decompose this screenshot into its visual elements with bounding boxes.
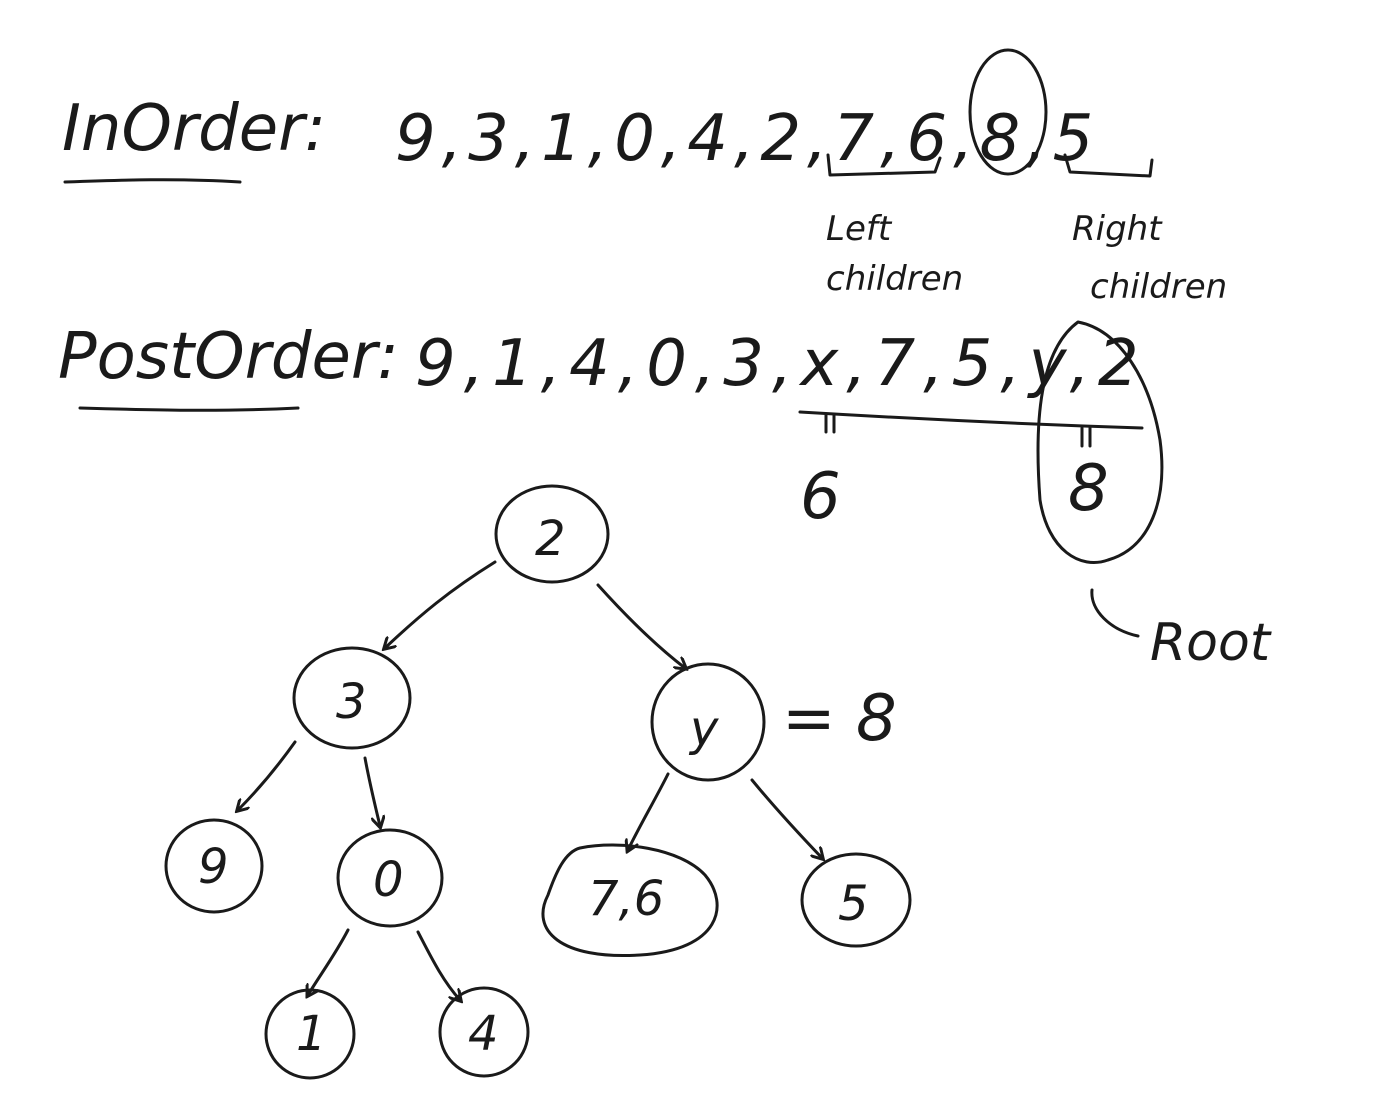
postorder-underline bbox=[78, 406, 300, 412]
node-0 bbox=[336, 828, 444, 928]
postorder-sequence: 9,1,4,0,3,x,7,5,y,2 bbox=[415, 327, 1147, 401]
node-right-label: y bbox=[688, 701, 719, 757]
inorder-label: InOrder: bbox=[62, 92, 326, 166]
node-root-label: 2 bbox=[535, 511, 566, 567]
x-value: 6 bbox=[800, 460, 841, 534]
node-1 bbox=[264, 988, 356, 1080]
edge-y-76 bbox=[628, 772, 670, 850]
x-equals-mark bbox=[824, 412, 836, 434]
y-equals-mark bbox=[1080, 426, 1092, 448]
node-9 bbox=[164, 818, 264, 914]
node-76-label: 7,6 bbox=[588, 871, 664, 927]
y-value: 8 bbox=[1068, 452, 1109, 526]
right-children-note-line1: Right bbox=[1072, 209, 1163, 249]
root-pointer-line bbox=[1090, 588, 1140, 638]
strike-line bbox=[798, 410, 1144, 430]
node-4 bbox=[438, 986, 530, 1078]
edge-0-1 bbox=[308, 928, 350, 995]
root-note: Root bbox=[1150, 613, 1272, 673]
node-5 bbox=[800, 852, 912, 948]
node-4-label: 4 bbox=[468, 1006, 499, 1062]
root-highlight-loop bbox=[1036, 320, 1164, 564]
node-76 bbox=[541, 843, 719, 958]
left-children-bracket bbox=[826, 153, 942, 177]
inorder-underline bbox=[63, 178, 242, 184]
right-children-bracket bbox=[1063, 153, 1154, 178]
edge-y-5 bbox=[750, 778, 822, 858]
node-0-label: 0 bbox=[373, 852, 404, 908]
postorder-label: PostOrder: bbox=[58, 320, 399, 394]
edge-2-3 bbox=[385, 560, 497, 648]
node-right bbox=[650, 662, 766, 782]
node-5-label: 5 bbox=[838, 876, 869, 932]
inorder-root-circle bbox=[968, 48, 1048, 176]
edge-0-4 bbox=[416, 930, 460, 1000]
node-9-label: 9 bbox=[198, 839, 229, 895]
right-children-note-line2: children bbox=[1090, 267, 1227, 307]
node-root bbox=[494, 484, 610, 584]
edge-3-9 bbox=[238, 740, 297, 810]
edge-2-y bbox=[596, 583, 685, 668]
inorder-sequence: 9,3,1,0,4,2,7,6,8,5 bbox=[395, 102, 1099, 176]
edge-3-0 bbox=[363, 756, 380, 826]
left-children-note-line2: children bbox=[826, 259, 963, 299]
node-left-label: 3 bbox=[336, 674, 367, 730]
node-left bbox=[292, 646, 412, 750]
node-right-equals: = 8 bbox=[782, 682, 897, 756]
node-1-label: 1 bbox=[296, 1006, 327, 1062]
left-children-note-line1: Left bbox=[826, 209, 893, 249]
